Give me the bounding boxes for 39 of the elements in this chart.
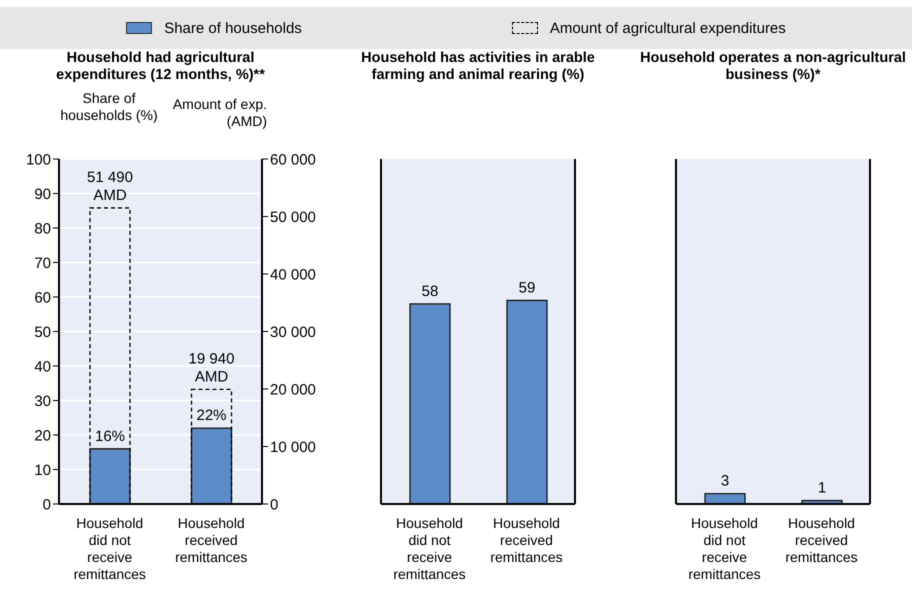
x-tick-label: Household received remittances <box>785 515 858 565</box>
y-tick-label: 10 <box>34 462 51 479</box>
y2-tick-label: 40 000 <box>270 266 316 284</box>
legend-label: Share of households <box>164 20 302 36</box>
data-label: 58 <box>422 282 438 300</box>
data-label: 51 490 AMD <box>87 168 133 204</box>
y2-tick-label: 0 <box>270 496 278 514</box>
legend-label: Amount of agricultural expenditures <box>550 20 786 36</box>
y2-tick-label: 20 000 <box>270 381 316 398</box>
y2-tick-label: 30 000 <box>270 324 316 341</box>
x-tick-label: Household received remittances <box>490 515 563 565</box>
data-label: 1 <box>818 480 826 497</box>
x-tick-label: Household did not receive remittances <box>74 515 146 582</box>
data-label: 19 940 AMD <box>188 350 234 386</box>
y-tick-label: 30 <box>34 392 51 410</box>
y-tick-label: 80 <box>34 220 51 238</box>
chart-title: Household had agricultural expenditures (12 months, %)** <box>55 50 266 84</box>
y-tick-label: 0 <box>42 496 51 514</box>
chart-title: Household operates a non-agricultural business (%)* <box>639 50 907 84</box>
data-label: 22% <box>196 407 227 424</box>
y-tick-label: 60 <box>34 289 51 306</box>
y-axis-title: Share of households (%) <box>59 90 159 124</box>
y2-tick-label: 60 000 <box>270 151 316 168</box>
y-tick-label: 70 <box>34 254 51 272</box>
y2-tick-label: 10 000 <box>270 438 316 456</box>
x-tick-label: Household received remittances <box>175 515 248 565</box>
y-tick-label: 50 <box>34 324 51 341</box>
y-tick-label: 20 <box>34 427 51 444</box>
y2-tick-label: 50 000 <box>270 208 316 226</box>
data-label: 3 <box>720 472 730 490</box>
y2-axis-title: Amount of exp. (AMD) <box>172 96 267 129</box>
data-label: 16% <box>94 428 126 445</box>
y-tick-label: 100 <box>26 151 51 168</box>
chart-title: Household has activities in arable farming and animal rearing (%) <box>360 50 596 84</box>
y-tick-label: 40 <box>34 358 51 376</box>
x-tick-label: Household did not receive remittances <box>393 515 466 582</box>
data-label: 59 <box>518 279 536 296</box>
y-tick-label: 90 <box>34 186 51 203</box>
x-tick-label: Household did not receive remittances <box>688 515 761 582</box>
